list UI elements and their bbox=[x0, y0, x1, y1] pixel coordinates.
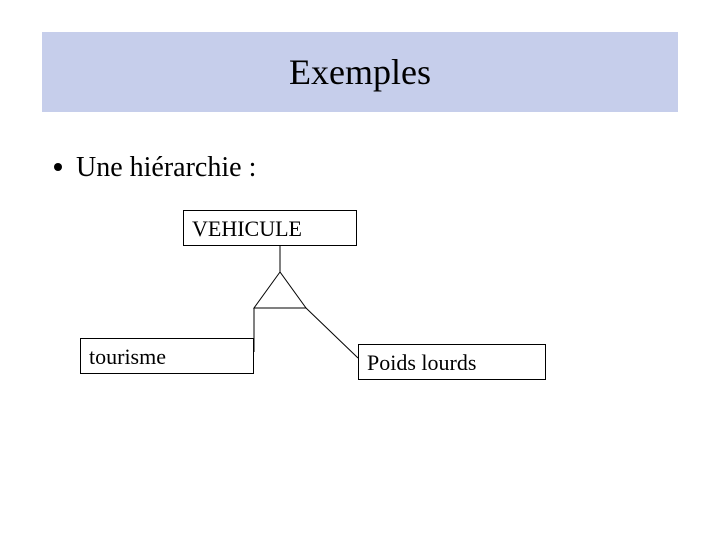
bullet-text: Une hiérarchie : bbox=[76, 152, 256, 183]
slide-title: Exemples bbox=[289, 52, 431, 92]
slide: Exemples Une hiérarchie : VEHICULE touri… bbox=[0, 0, 720, 540]
node-tourisme-label: tourisme bbox=[89, 344, 166, 369]
node-vehicule: VEHICULE bbox=[183, 210, 357, 246]
bullet-line: Une hiérarchie : bbox=[54, 152, 256, 184]
bullet-dot-icon bbox=[54, 163, 62, 171]
node-vehicule-label: VEHICULE bbox=[192, 216, 302, 241]
node-poids-lourds-label: Poids lourds bbox=[367, 350, 476, 375]
node-poids-lourds: Poids lourds bbox=[358, 344, 546, 380]
title-bar: Exemples bbox=[42, 32, 678, 112]
node-tourisme: tourisme bbox=[80, 338, 254, 374]
